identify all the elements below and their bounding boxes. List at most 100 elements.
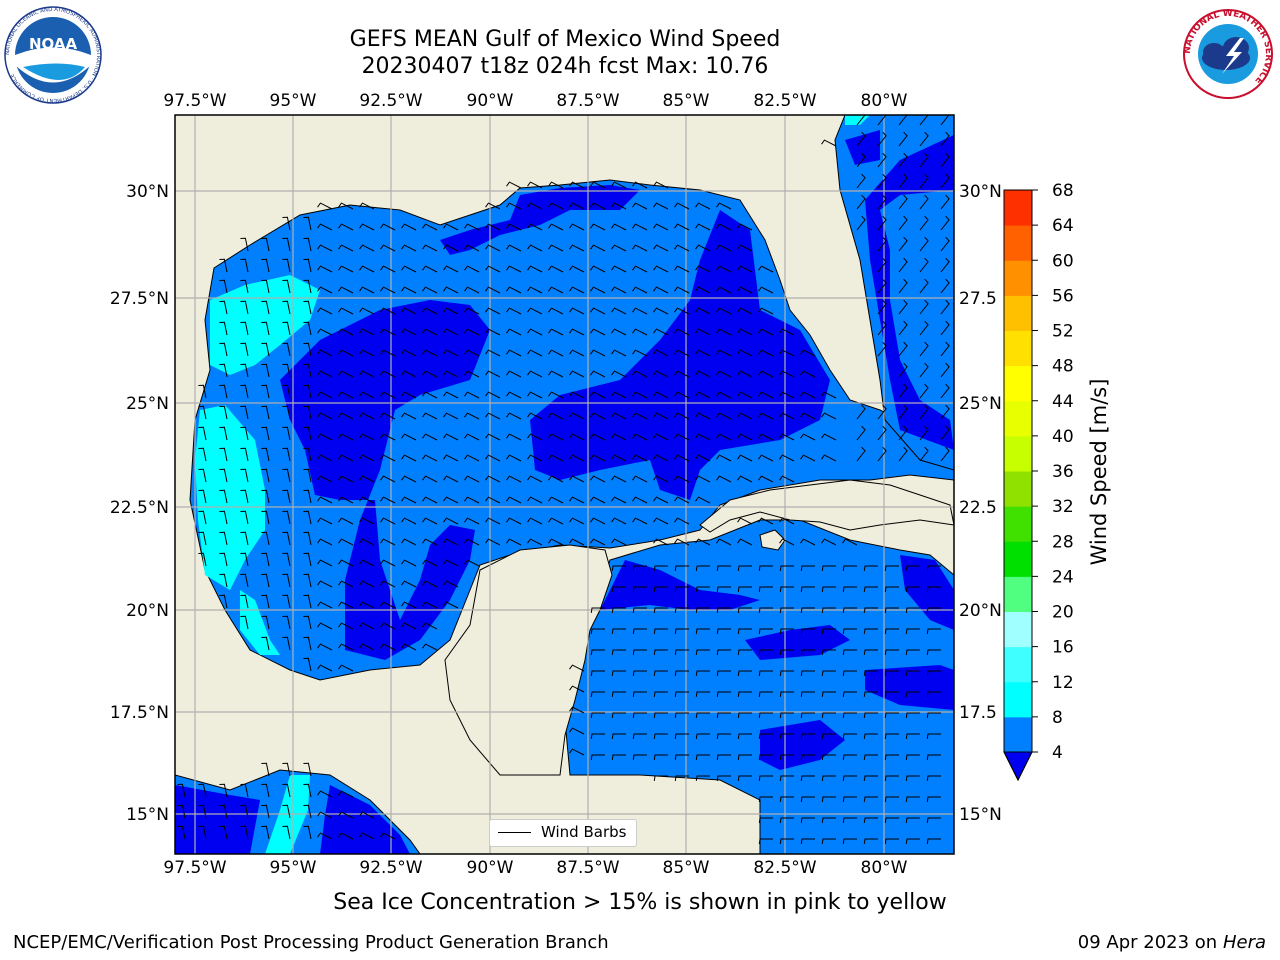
calm-area-pacific [175,785,410,854]
wind-barb [737,517,753,525]
wind-barb [863,565,878,572]
wind-barb [653,349,669,357]
wind-barb [716,565,731,572]
wind-barb [863,586,878,593]
wind-barb [338,223,354,231]
wind-barb [527,412,543,420]
wind-barb [569,286,585,294]
wind-barb [485,307,501,315]
colorbar-segment [1004,681,1032,718]
wind-barb [632,649,647,656]
wind-barb [569,706,585,714]
wind-barb [422,223,438,231]
wind-barb [758,475,774,483]
wind-barb [359,202,375,210]
wind-barb [926,838,941,845]
wind-barb [716,586,731,593]
wind-barb [898,173,908,189]
map-frame [174,114,955,855]
wind-barb [569,265,585,273]
wind-barb [401,244,417,252]
wind-barb [282,384,291,399]
wind-barb [926,817,941,824]
colorbar-tick-label: 24 [1052,567,1074,587]
wind-barb [359,454,375,462]
wind-barb [317,811,333,819]
wind-barb [898,278,908,294]
wind-barb [338,811,354,819]
wind-barb [611,517,627,525]
wind-barb [569,202,585,210]
wind-barb [737,691,752,698]
wind-barb [653,754,668,761]
wind-barb [940,425,950,441]
lat-label: 30°N [959,182,1002,202]
wind-barb [590,754,605,761]
wind-barb [590,517,606,525]
wind-barb [940,383,950,399]
wind-barb [422,265,438,273]
wind-barb [569,727,585,735]
wind-barb [926,628,941,635]
wind-barb [303,783,312,798]
wind-barb [464,454,480,462]
wind-barb [758,733,773,740]
colorbar-tick-label: 32 [1052,497,1074,517]
wind-barb [282,825,291,840]
wind-barb [380,643,396,651]
wind-barb [569,433,585,441]
wind-barb [401,475,417,483]
lat-label: 22.5 [959,498,997,518]
wind-barb [653,538,669,546]
wind-barb [569,538,585,546]
wind-barb [758,328,774,336]
wind-barb [779,586,794,593]
lat-label: 15°N [126,805,169,825]
colorbar-tick-label: 52 [1052,322,1074,342]
wind-barb [611,244,627,252]
lon-label: 95°W [270,91,317,111]
wind-barb [548,328,564,336]
wind-barb [779,712,794,719]
wind-barb [611,223,627,231]
wind-barb [527,307,543,315]
wind-barb [695,754,710,761]
wind-barb [303,552,312,567]
wind-barb [611,370,627,378]
colorbar-segment [1004,435,1032,472]
wind-barb [422,580,438,588]
wind-barb [548,475,564,483]
wind-barb [527,433,543,441]
wind-barb [905,712,920,719]
wind-barb [317,286,333,294]
wind-barb [856,152,866,168]
wind-barb [240,426,249,441]
wind-barb [359,832,375,840]
wind-barb [779,733,794,740]
wind-barb [485,412,501,420]
wind-barb [632,607,647,614]
wind-barb [821,712,836,719]
wind-barb [443,496,459,504]
wind-barb [261,783,270,798]
wind-barb [674,607,689,614]
wind-barb [401,433,417,441]
wind-barb [884,607,899,614]
wind-barb [674,565,689,572]
colorbar-tick-label: 16 [1052,638,1074,658]
wind-barb [716,433,732,441]
wind-barb [653,628,668,635]
wind-barb [653,775,668,782]
wind-barb [856,404,866,420]
wind-barb [380,412,396,420]
lon-label: 80°W [861,858,908,878]
wind-barb [758,307,774,315]
wind-barb [674,391,690,399]
wind-barb [800,733,815,740]
wind-barb [842,691,857,698]
wind-barb [842,712,857,719]
wind-barb [317,391,333,399]
wind-barb [800,586,815,593]
wind-barb [548,370,564,378]
